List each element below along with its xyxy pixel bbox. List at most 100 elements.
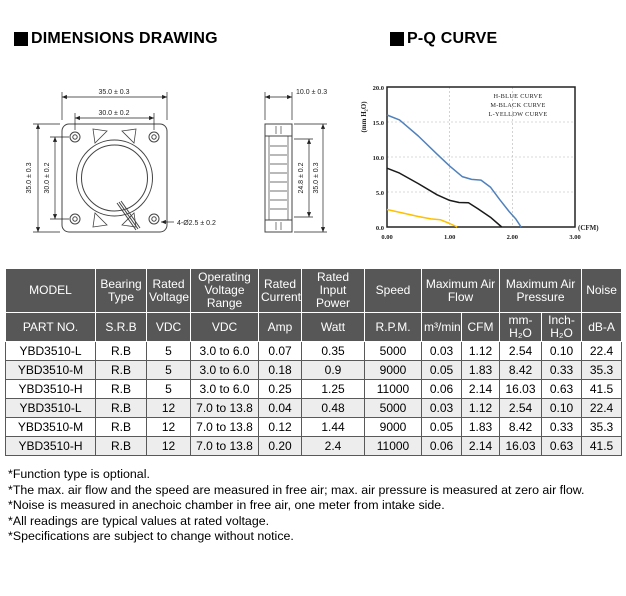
pq-curve-heading: P-Q CURVE <box>390 30 497 48</box>
table-cell: R.B <box>95 360 147 380</box>
chart-legend: H-BLUE CURVE M-BLACK CURVE L-YELLOW CURV… <box>488 93 547 118</box>
table-cell: 1.25 <box>301 379 365 399</box>
col-bearing-type: Bearing Type <box>95 268 147 313</box>
table-cell: 2.54 <box>499 398 543 418</box>
col-speed: Speed <box>364 268 422 313</box>
table-cell: 0.9 <box>301 360 365 380</box>
col-max-air-pressure: Maximum Air Pressure <box>499 268 583 313</box>
table-cell: 3.0 to 6.0 <box>190 379 259 399</box>
unit-inchh2o: Inch-H₂O <box>541 312 583 342</box>
lead-wires <box>116 200 141 231</box>
table-cell: 1.44 <box>301 417 365 437</box>
unit-rpm: R.P.M. <box>364 312 422 342</box>
table-cell: 0.63 <box>541 379 583 399</box>
table-cell: 16.03 <box>499 379 543 399</box>
unit-vdc-range: VDC <box>190 312 259 342</box>
table-cell: YBD3510-H <box>5 379 96 399</box>
table-cell: 8.42 <box>499 360 543 380</box>
table-cell: 0.12 <box>258 417 302 437</box>
black-square-bullet <box>390 32 404 46</box>
table-cell: 0.63 <box>541 436 583 456</box>
table-cell: 5000 <box>364 341 422 361</box>
table-cell: 9000 <box>364 417 422 437</box>
corner-gussets <box>92 128 137 228</box>
table-cell: R.B <box>95 436 147 456</box>
table-cell: 2.14 <box>460 379 501 399</box>
dimensions-heading-text: DIMENSIONS DRAWING <box>31 30 218 47</box>
table-cell: R.B <box>95 417 147 437</box>
table-cell: 1.83 <box>460 417 501 437</box>
y-tick-15: 15.0 <box>373 120 384 127</box>
footnote-line: *Noise is measured in anechoic chamber i… <box>8 498 445 513</box>
unit-vdc: VDC <box>146 312 191 342</box>
pq-curve-heading-text: P-Q CURVE <box>407 30 498 47</box>
table-cell: 7.0 to 13.8 <box>190 398 259 418</box>
col-operating-voltage-range: Operating Voltage Range <box>190 268 259 313</box>
table-cell: 0.04 <box>258 398 302 418</box>
y-tick-10: 10.0 <box>373 155 384 162</box>
footnote-line: *The max. air flow and the speed are mea… <box>8 482 585 497</box>
front-dimensions <box>33 92 174 233</box>
col-rated-voltage: Rated Voltage <box>146 268 191 313</box>
table-cell: 5 <box>146 379 191 399</box>
table-cell: 3.0 to 6.0 <box>190 341 259 361</box>
table-cell: 12 <box>146 398 191 418</box>
table-cell: 2.4 <box>301 436 365 456</box>
table-cell: 1.12 <box>460 341 501 361</box>
mounting-hole-callout: 4-Ø2.5 ± 0.2 <box>177 220 216 227</box>
table-cell: 12 <box>146 417 191 437</box>
x-axis-label: (CFM) <box>578 224 599 232</box>
curve-l-yellow <box>386 208 458 228</box>
chart-x-ticks: 0.00 1.00 2.00 3.00 <box>381 234 580 241</box>
unit-bearing: S.R.B <box>95 312 147 342</box>
table-cell: 35.3 <box>581 417 623 437</box>
y-tick-0: 0.0 <box>376 225 384 232</box>
table-cell: 16.03 <box>499 436 543 456</box>
table-cell: 3.0 to 6.0 <box>190 360 259 380</box>
table-cell: 1.12 <box>460 398 501 418</box>
front-width-inner-label: 30.0 ± 0.2 <box>98 110 129 117</box>
side-inner-height-label: 24.8 ± 0.2 <box>298 162 305 193</box>
table-row: YBD3510-L R.B 12 7.0 to 13.8 0.04 0.48 5000 0.0… <box>5 398 623 418</box>
table-cell: 0.06 <box>421 379 462 399</box>
side-ribs <box>270 126 287 230</box>
footnote-line: *All readings are typical values at rate… <box>8 513 270 528</box>
table-cell: R.B <box>95 379 147 399</box>
x-tick-0: 0.00 <box>381 234 392 241</box>
table-cell: 2.14 <box>460 436 501 456</box>
table-cell: 11000 <box>364 379 422 399</box>
table-cell: 2.54 <box>499 341 543 361</box>
unit-m3min: m³/min <box>421 312 462 342</box>
table-row: YBD3510-M R.B 5 3.0 to 6.0 0.18 0.9 9000 0.05 1.… <box>5 360 623 380</box>
table-cell: 0.10 <box>541 398 583 418</box>
table-cell: 0.33 <box>541 417 583 437</box>
side-dimensions <box>264 92 327 233</box>
curve-h-blue <box>386 114 522 228</box>
y-tick-5: 5.0 <box>376 190 384 197</box>
spec-table: MODEL Bearing Type Rated Voltage Operati… <box>5 268 623 456</box>
x-tick-2: 2.00 <box>507 234 518 241</box>
table-header-row: MODEL Bearing Type Rated Voltage Operati… <box>5 268 623 313</box>
table-cell: 0.06 <box>421 436 462 456</box>
col-noise: Noise <box>581 268 623 313</box>
table-cell: 41.5 <box>581 436 623 456</box>
x-tick-1: 1.00 <box>444 234 455 241</box>
table-cell: 0.18 <box>258 360 302 380</box>
front-height-outer-label: 35.0 ± 0.3 <box>26 162 33 193</box>
table-cell: YBD3510-H <box>5 436 96 456</box>
chart-gridlines <box>387 87 575 227</box>
y-axis-label: (mm H₂O) <box>360 101 368 133</box>
table-cell: 0.35 <box>301 341 365 361</box>
unit-dba: dB-A <box>581 312 623 342</box>
table-cell: 0.20 <box>258 436 302 456</box>
table-cell: 0.33 <box>541 360 583 380</box>
legend-m-black: M-BLACK CURVE <box>490 102 545 109</box>
unit-part-no: PART NO. <box>5 312 96 342</box>
col-model: MODEL <box>5 268 96 313</box>
table-row: YBD3510-H R.B 12 7.0 to 13.8 0.20 2.4 11000 0.0… <box>5 436 623 456</box>
table-cell: 0.25 <box>258 379 302 399</box>
unit-cfm: CFM <box>460 312 501 342</box>
table-cell: 0.07 <box>258 341 302 361</box>
footnote-line: *Specifications are subject to change wi… <box>8 529 294 544</box>
table-cell: 5000 <box>364 398 422 418</box>
